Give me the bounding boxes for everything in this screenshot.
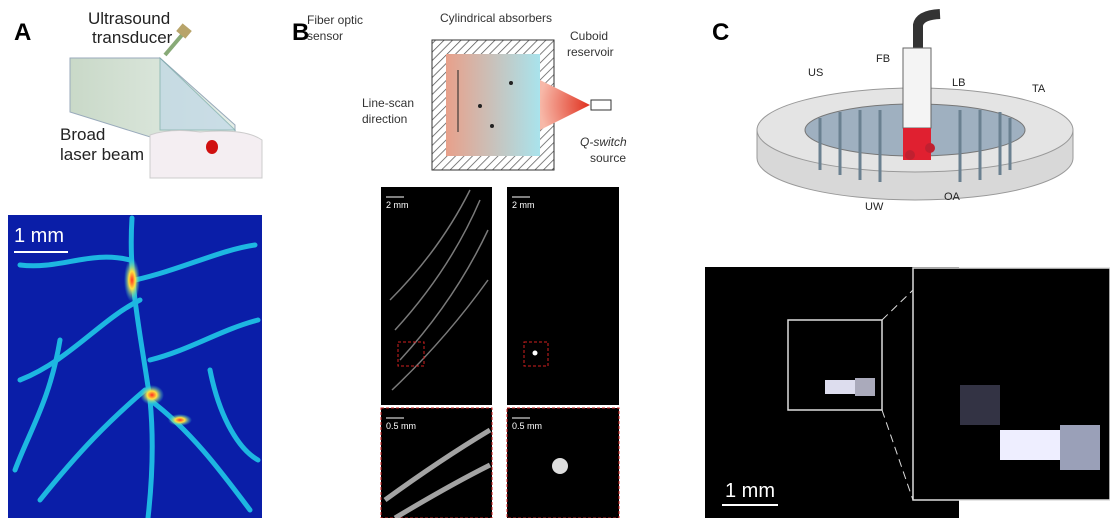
prism — [160, 58, 235, 130]
annotation: LB — [952, 77, 965, 89]
annotation: US — [808, 67, 823, 79]
scale-label: 0.5 mm — [386, 421, 416, 431]
fiber-bundle — [903, 48, 931, 128]
source-box — [591, 100, 611, 110]
panel-a: A Ultrasound transducer Broad laser beam… — [8, 9, 262, 518]
scale-label: 0.5 mm — [512, 421, 542, 431]
annotation: Q-switch — [580, 135, 627, 149]
laser — [540, 80, 590, 130]
annotation: TA — [1032, 83, 1046, 95]
annotation: Broad — [60, 125, 105, 144]
scale-label: 1 mm — [14, 225, 64, 247]
scale-label: 2 mm — [386, 200, 409, 210]
annotation: Ultrasound — [88, 9, 170, 28]
panel-b: B Fiber optic sensor Cylindrical absorbe… — [292, 11, 627, 518]
annotation: reservoir — [567, 45, 614, 59]
annotation: FB — [876, 53, 890, 65]
panel-label: C — [712, 19, 729, 46]
annotation: Line-scan — [362, 96, 414, 110]
figure: A Ultrasound transducer Broad laser beam… — [0, 0, 1110, 518]
annotation: OA — [944, 191, 961, 203]
eye — [206, 140, 218, 154]
annotation: direction — [362, 112, 407, 126]
panel-c: C FB US LB TA UW OA 1 mm — [705, 14, 1110, 518]
annotation: sensor — [307, 29, 343, 43]
mouse — [150, 131, 262, 178]
panel-label: A — [14, 19, 31, 46]
reservoir — [446, 54, 540, 156]
image-right — [507, 187, 619, 405]
fiber — [918, 14, 940, 48]
annotation: source — [590, 151, 626, 165]
annotation: Cylindrical absorbers — [440, 11, 552, 25]
annotation: Fiber optic — [307, 13, 363, 27]
hotspot — [124, 258, 140, 302]
scale-label: 2 mm — [512, 200, 535, 210]
hotspot — [168, 414, 192, 426]
annotation: Cuboid — [570, 29, 608, 43]
annotation: UW — [865, 201, 884, 213]
scale-label: 1 mm — [725, 480, 775, 502]
annotation: laser beam — [60, 145, 144, 164]
annotation: transducer — [92, 28, 173, 47]
hotspot — [140, 385, 164, 405]
